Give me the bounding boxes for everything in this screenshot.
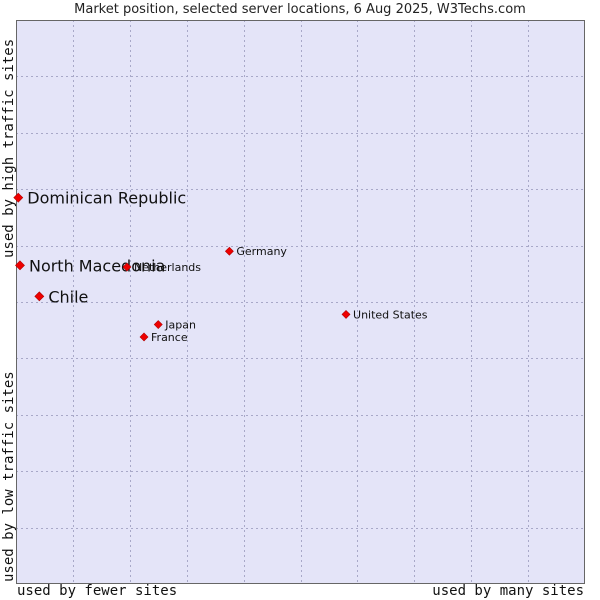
point-label: France (151, 331, 188, 344)
chart-title: Market position, selected server locatio… (74, 2, 526, 17)
point-marker (34, 291, 45, 302)
point-label: Japan (164, 319, 196, 332)
point-france: France (139, 331, 188, 344)
grid-lines (16, 20, 585, 584)
y-axis-label-top: used by high traffic sites (1, 38, 17, 258)
point-marker (224, 246, 234, 256)
point-label: North Macedonia (29, 256, 165, 275)
data-points: Dominican Republic North Macedonia Chile Ge… (13, 189, 428, 344)
point-marker (153, 320, 163, 329)
point-label: Chile (48, 287, 88, 306)
point-netherlands: Netherlands (122, 261, 201, 274)
point-label: United States (353, 308, 428, 321)
point-marker (139, 332, 149, 342)
point-dominican-republic: Dominican Republic (13, 189, 186, 208)
point-marker (13, 192, 24, 203)
point-marker (15, 260, 25, 271)
point-label: Netherlands (134, 261, 201, 274)
plot-border (16, 20, 585, 584)
point-germany: Germany (224, 245, 287, 258)
y-axis-label-bottom: used by low traffic sites (1, 371, 17, 582)
point-north-macedonia: North Macedonia (15, 256, 165, 275)
point-label: Dominican Republic (27, 189, 186, 208)
x-axis-label-left: used by fewer sites (17, 583, 178, 599)
point-marker (341, 309, 351, 319)
point-chile: Chile (34, 287, 88, 306)
point-marker (122, 262, 132, 272)
plot-area (16, 20, 585, 584)
point-japan: Japan (153, 319, 196, 332)
point-label: Germany (236, 245, 287, 258)
x-axis-label-right: used by many sites (432, 583, 584, 599)
point-united-states: United States (341, 308, 428, 321)
